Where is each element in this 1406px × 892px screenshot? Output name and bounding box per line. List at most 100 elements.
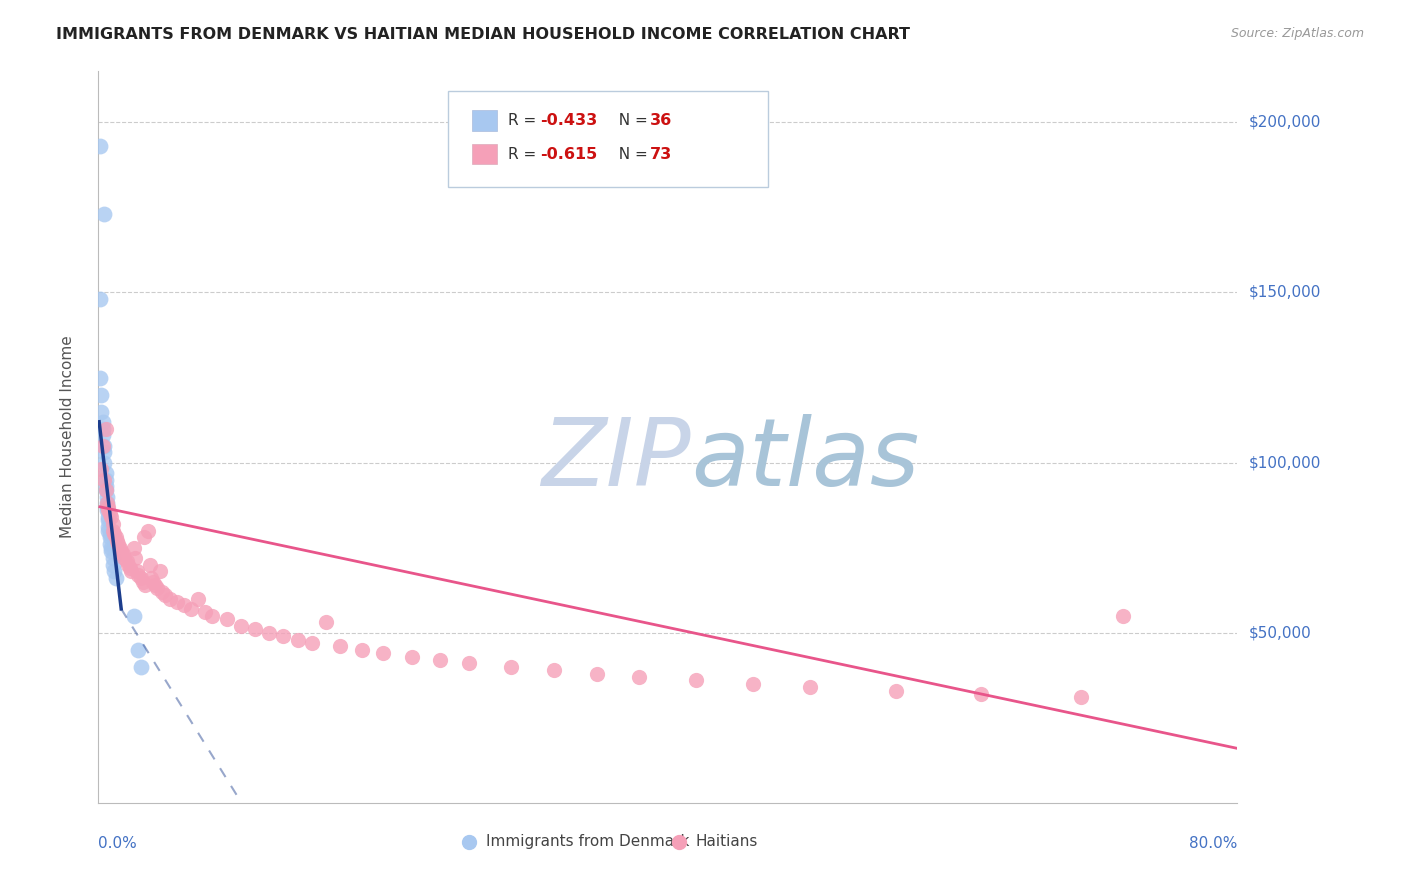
Point bbox=[91, 421, 114, 435]
Point bbox=[93, 445, 115, 459]
Point bbox=[155, 588, 177, 602]
Point bbox=[91, 415, 114, 429]
Text: $150,000: $150,000 bbox=[1249, 285, 1320, 300]
Point bbox=[125, 565, 148, 579]
Point bbox=[94, 479, 117, 493]
Point bbox=[94, 483, 117, 497]
Point bbox=[91, 428, 114, 442]
Point bbox=[94, 483, 117, 497]
Point bbox=[138, 558, 160, 572]
Text: $50,000: $50,000 bbox=[1249, 625, 1312, 640]
Point bbox=[134, 578, 156, 592]
Point bbox=[94, 473, 117, 487]
Point bbox=[124, 550, 146, 565]
Point bbox=[1070, 690, 1092, 705]
Point bbox=[146, 582, 169, 596]
Point bbox=[98, 507, 121, 521]
Point bbox=[93, 456, 115, 470]
Point bbox=[180, 602, 202, 616]
Point bbox=[100, 544, 122, 558]
Point bbox=[152, 585, 174, 599]
Point bbox=[105, 533, 128, 548]
Point bbox=[543, 663, 565, 677]
Text: N =: N = bbox=[609, 146, 652, 161]
Point bbox=[329, 640, 352, 654]
Point bbox=[101, 558, 124, 572]
Point bbox=[111, 548, 134, 562]
Text: R =: R = bbox=[509, 113, 541, 128]
Text: 73: 73 bbox=[650, 146, 672, 161]
Point bbox=[127, 567, 149, 582]
Point bbox=[93, 473, 115, 487]
Point bbox=[884, 683, 907, 698]
Point bbox=[103, 565, 125, 579]
Point bbox=[201, 608, 224, 623]
Point bbox=[215, 612, 238, 626]
Point bbox=[139, 571, 162, 585]
Point bbox=[315, 615, 337, 630]
Point bbox=[94, 466, 117, 480]
Point bbox=[457, 657, 479, 671]
Point bbox=[243, 622, 266, 636]
Point bbox=[229, 619, 252, 633]
Point bbox=[90, 462, 112, 476]
Point bbox=[136, 524, 159, 538]
Point bbox=[122, 608, 145, 623]
Point bbox=[373, 646, 395, 660]
Point bbox=[89, 293, 111, 307]
Point bbox=[103, 527, 125, 541]
Y-axis label: Median Household Income: Median Household Income bbox=[60, 335, 75, 539]
Point bbox=[132, 531, 155, 545]
Point bbox=[259, 625, 281, 640]
Point bbox=[89, 370, 111, 384]
Point bbox=[98, 527, 121, 541]
Text: 80.0%: 80.0% bbox=[1189, 836, 1237, 851]
Point bbox=[112, 550, 135, 565]
Point bbox=[159, 591, 181, 606]
Point bbox=[127, 642, 149, 657]
Point bbox=[149, 565, 172, 579]
Point bbox=[742, 677, 765, 691]
Point bbox=[129, 659, 152, 673]
Point bbox=[628, 670, 651, 684]
Point bbox=[273, 629, 295, 643]
Point bbox=[89, 139, 111, 153]
Text: Immigrants from Denmark: Immigrants from Denmark bbox=[485, 834, 689, 849]
Point bbox=[96, 503, 118, 517]
Point bbox=[96, 490, 118, 504]
FancyBboxPatch shape bbox=[472, 110, 498, 130]
Point bbox=[1112, 608, 1135, 623]
Point bbox=[90, 387, 112, 401]
Text: 0.0%: 0.0% bbox=[98, 836, 138, 851]
Text: Source: ZipAtlas.com: Source: ZipAtlas.com bbox=[1230, 27, 1364, 40]
Point bbox=[120, 565, 142, 579]
Point bbox=[97, 503, 120, 517]
Point bbox=[104, 531, 127, 545]
Point bbox=[97, 500, 120, 514]
Point bbox=[91, 439, 114, 453]
Point bbox=[93, 439, 115, 453]
FancyBboxPatch shape bbox=[472, 144, 498, 164]
Text: ZIP: ZIP bbox=[541, 414, 690, 505]
Point bbox=[93, 207, 115, 221]
Point bbox=[108, 541, 131, 555]
Point bbox=[187, 591, 209, 606]
Point bbox=[131, 574, 153, 589]
Point bbox=[401, 649, 423, 664]
Text: R =: R = bbox=[509, 146, 541, 161]
Text: $200,000: $200,000 bbox=[1249, 115, 1320, 130]
Point bbox=[96, 500, 118, 514]
Point bbox=[141, 574, 163, 589]
Point bbox=[101, 524, 124, 538]
Point bbox=[90, 404, 112, 418]
Point bbox=[685, 673, 707, 688]
Text: atlas: atlas bbox=[690, 414, 920, 505]
Point bbox=[350, 642, 373, 657]
Point bbox=[429, 653, 451, 667]
Point bbox=[98, 537, 121, 551]
Point bbox=[145, 578, 167, 592]
Point bbox=[173, 599, 195, 613]
Text: -0.615: -0.615 bbox=[540, 146, 598, 161]
Point bbox=[585, 666, 607, 681]
Point bbox=[115, 554, 138, 568]
